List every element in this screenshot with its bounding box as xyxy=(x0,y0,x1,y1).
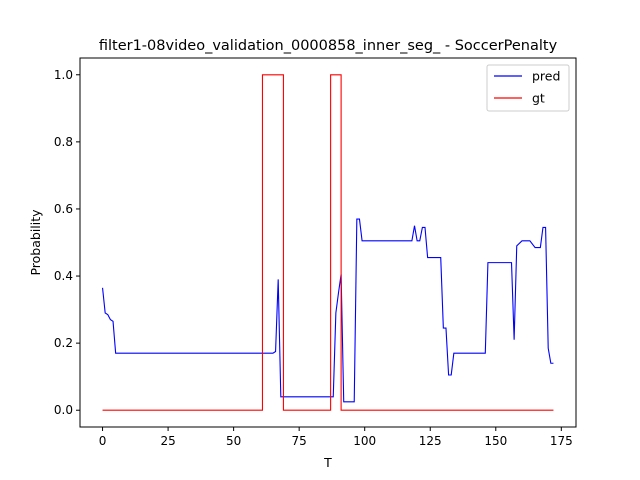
y-tick-label: 0.8 xyxy=(54,135,73,149)
x-tick-label: 125 xyxy=(419,434,442,448)
y-tick-label: 0.0 xyxy=(54,403,73,417)
y-axis-label: Probability xyxy=(28,209,43,276)
x-tick-label: 25 xyxy=(160,434,175,448)
y-tick-label: 0.6 xyxy=(54,202,73,216)
series-line-gt xyxy=(102,74,554,411)
y-tick-label: 0.2 xyxy=(54,336,73,350)
plot-area: 0 25 50 75 100 125 150 175 0.0 0.2 0.4 0.6 0.8 1.0 xyxy=(54,57,577,448)
x-axis-ticks: 0 25 50 75 100 125 150 175 xyxy=(99,427,573,448)
x-tick-label: 50 xyxy=(226,434,241,448)
legend-label-pred: pred xyxy=(532,69,560,84)
series-line-pred xyxy=(102,218,554,403)
y-tick-label: 1.0 xyxy=(54,68,73,82)
x-tick-label: 100 xyxy=(353,434,376,448)
y-tick-label: 0.4 xyxy=(54,269,73,283)
x-tick-label: 175 xyxy=(550,434,573,448)
axes-frame xyxy=(79,57,577,428)
x-tick-label: 150 xyxy=(484,434,507,448)
legend-label-gt: gt xyxy=(532,91,545,106)
x-tick-label: 0 xyxy=(99,434,107,448)
chart-title: filter1-08video_validation_0000858_inner… xyxy=(99,38,558,54)
y-axis-ticks: 0.0 0.2 0.4 0.6 0.8 1.0 xyxy=(54,68,80,417)
series-layer xyxy=(102,74,554,411)
x-axis-label: T xyxy=(323,455,332,470)
legend: pred gt xyxy=(486,64,570,112)
x-tick-label: 75 xyxy=(292,434,307,448)
